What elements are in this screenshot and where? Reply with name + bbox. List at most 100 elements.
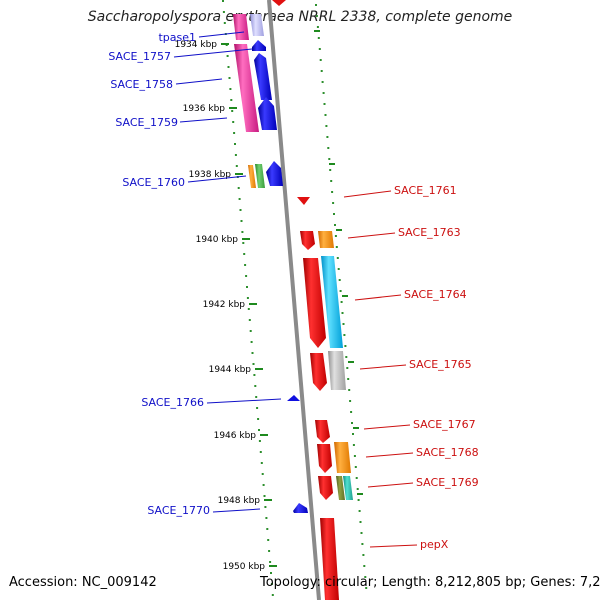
- gene-pepX[interactable]: [320, 518, 339, 600]
- guide-dot: [320, 70, 323, 72]
- gene-sace-1768-red[interactable]: [317, 444, 332, 473]
- left-strand-genes: [233, 14, 308, 513]
- gene-label-sace-1761[interactable]: SACE_1761: [394, 184, 457, 197]
- guide-dot: [246, 297, 249, 299]
- gene-tpase1-partner[interactable]: [250, 14, 264, 36]
- label-leader: [363, 424, 411, 430]
- gene-label-sace-1760[interactable]: SACE_1760: [122, 176, 185, 189]
- guide-dot: [270, 583, 273, 585]
- label-leader: [212, 508, 261, 513]
- gene-sace-1760-orange[interactable]: [248, 165, 256, 188]
- guide-dot: [237, 187, 240, 189]
- guide-dot: [256, 407, 259, 409]
- guide-dot: [324, 114, 327, 116]
- gene-sace-1759[interactable]: [258, 97, 277, 130]
- gene-sace-1765-red[interactable]: [310, 353, 327, 391]
- gene-sace-1758[interactable]: [254, 53, 272, 100]
- map-title: Saccharopolyspora erythraea NRRL 2338, c…: [87, 9, 513, 25]
- gene-tpase1[interactable]: [233, 14, 249, 40]
- gene-sace-1766[interactable]: [287, 395, 300, 401]
- label-leader: [359, 364, 407, 370]
- gene-sace-1767[interactable]: [315, 420, 330, 443]
- guide-dot: [223, 22, 226, 24]
- gene-sace-1758-magenta[interactable]: [234, 44, 259, 132]
- guide-dot: [352, 444, 355, 446]
- label-leader: [369, 544, 418, 548]
- guide-dot: [222, 0, 224, 2]
- guide-dot: [229, 88, 232, 90]
- guide-dot: [318, 48, 321, 50]
- gene-sace-1757[interactable]: [252, 40, 266, 51]
- gene-label-sace-1758[interactable]: SACE_1758: [110, 78, 173, 91]
- gene-label-sace-1769[interactable]: SACE_1769: [416, 476, 479, 489]
- guide-dot: [343, 334, 346, 336]
- guide-dot: [238, 198, 241, 200]
- guide-dot: [235, 165, 238, 167]
- guide-dot: [348, 389, 351, 391]
- gene-label-sace-1757[interactable]: SACE_1757: [108, 50, 171, 63]
- guide-dot: [359, 521, 362, 523]
- gene-label-sace-1765[interactable]: SACE_1765: [409, 358, 472, 371]
- label-leader: [198, 31, 245, 38]
- gene-label-sace-1764[interactable]: SACE_1764: [404, 288, 467, 301]
- guide-dot: [243, 253, 246, 255]
- label-leader: [354, 294, 402, 301]
- guide-dot: [341, 312, 344, 314]
- gene-sace-1760-green[interactable]: [255, 164, 265, 188]
- label-leader: [347, 232, 396, 239]
- left-gene-labels: tpase1 SACE_1757 SACE_1758 SACE_1759 SAC…: [108, 31, 282, 517]
- gene-label-sace-1767[interactable]: SACE_1767: [413, 418, 476, 431]
- guide-dot: [245, 275, 248, 277]
- guide-dot: [248, 319, 251, 321]
- guide-dot: [363, 565, 366, 567]
- gene-sace-1764[interactable]: [321, 256, 343, 348]
- gene-label-tpase1[interactable]: tpase1: [158, 31, 196, 44]
- gene-sace-1761[interactable]: [297, 197, 310, 205]
- gene-label-sace-1763[interactable]: SACE_1763: [398, 226, 461, 239]
- guide-dot: [344, 345, 347, 347]
- kbp-label: 1936 kbp: [183, 104, 226, 114]
- gene-label-sace-1768[interactable]: SACE_1768: [416, 446, 479, 459]
- gene-label-sace-1766[interactable]: SACE_1766: [141, 396, 204, 409]
- label-leader: [206, 398, 282, 404]
- gene-sace-1763-red[interactable]: [300, 231, 315, 250]
- gene-sace-1769-olive[interactable]: [336, 476, 345, 500]
- guide-dot: [270, 572, 272, 574]
- gene-label-sace-1759[interactable]: SACE_1759: [115, 116, 178, 129]
- guide-dot: [339, 290, 342, 292]
- guide-dot: [364, 576, 367, 578]
- guide-dot: [319, 59, 322, 61]
- gene-sace-1768[interactable]: [334, 442, 351, 473]
- guide-dot: [333, 213, 335, 215]
- guide-dot: [316, 26, 319, 28]
- gene-sace-1769[interactable]: [343, 476, 353, 500]
- label-leader: [343, 190, 392, 198]
- backbone-start-marker: [272, 0, 286, 6]
- guide-dot: [329, 169, 332, 171]
- kbp-label: 1942 kbp: [203, 300, 246, 310]
- guide-dot: [315, 4, 317, 6]
- guide-dot: [353, 455, 356, 457]
- gene-sace-1770[interactable]: [293, 503, 308, 513]
- gene-sace-1760[interactable]: [266, 161, 283, 186]
- guide-dot: [232, 121, 235, 123]
- gene-sace-1764-red[interactable]: [303, 258, 326, 348]
- guide-dot: [233, 132, 236, 134]
- guide-dot: [346, 367, 349, 369]
- guide-dot: [246, 286, 248, 288]
- guide-dot: [347, 378, 350, 380]
- guide-dot: [340, 301, 343, 303]
- label-leader: [367, 482, 414, 488]
- guide-dot: [334, 224, 336, 226]
- gene-label-pepX[interactable]: pepX: [420, 538, 449, 551]
- guide-dot: [351, 422, 353, 424]
- gene-label-sace-1770[interactable]: SACE_1770: [147, 504, 210, 517]
- gene-sace-1763[interactable]: [318, 231, 334, 248]
- guide-dot: [263, 495, 266, 497]
- guide-dot: [230, 99, 233, 101]
- gene-sace-1769-red[interactable]: [318, 476, 333, 500]
- guide-dot: [242, 242, 245, 244]
- gene-sace-1765[interactable]: [328, 351, 346, 390]
- guide-dot: [317, 37, 320, 39]
